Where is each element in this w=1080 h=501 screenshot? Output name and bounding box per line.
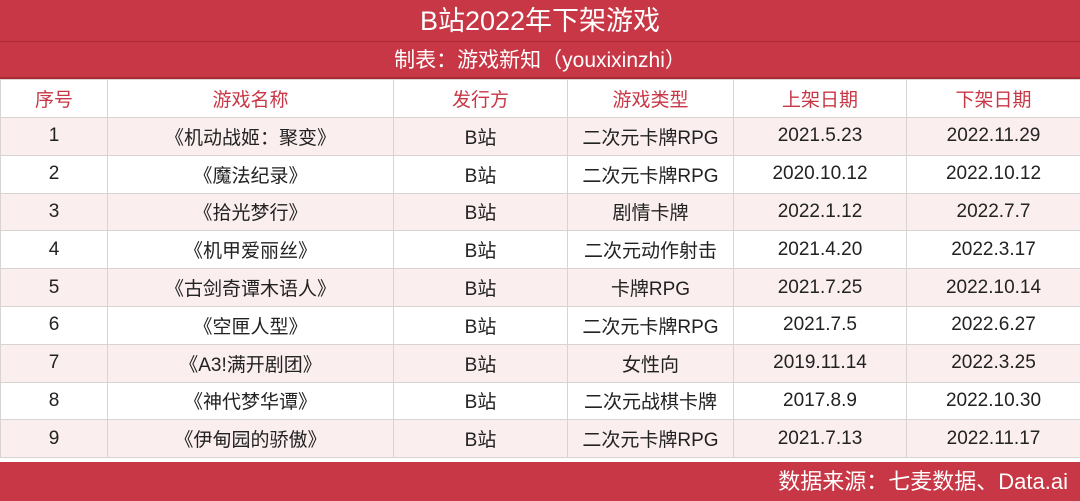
games-table: 序号 游戏名称 发行方 游戏类型 上架日期 下架日期 1 《机动战姬：聚变》 B站 二次元卡牌R… xyxy=(0,79,1080,459)
cell-launch-date: 2021.7.5 xyxy=(733,305,907,345)
cell-launch-date: 2020.10.12 xyxy=(733,154,907,194)
cell-launch-date: 2017.8.9 xyxy=(733,381,907,421)
cell-publisher: B站 xyxy=(393,381,568,421)
cell-launch-date: 2021.4.20 xyxy=(733,230,907,270)
table-row: 4 《机甲爱丽丝》 B站 二次元动作射击 2021.4.20 2022.3.17 xyxy=(0,230,1080,270)
cell-game-name: 《魔法纪录》 xyxy=(107,154,394,194)
cell-publisher: B站 xyxy=(393,305,568,345)
table-row: 2 《魔法纪录》 B站 二次元卡牌RPG 2020.10.12 2022.10.12 xyxy=(0,154,1080,194)
column-header-genre: 游戏类型 xyxy=(567,79,734,118)
cell-removal-date: 2022.7.7 xyxy=(906,192,1080,232)
cell-genre: 剧情卡牌 xyxy=(567,192,734,232)
table-row: 8 《神代梦华谭》 B站 二次元战棋卡牌 2017.8.9 2022.10.30 xyxy=(0,381,1080,421)
cell-removal-date: 2022.6.27 xyxy=(906,305,1080,345)
column-header-publisher: 发行方 xyxy=(393,79,568,118)
table-row: 3 《拾光梦行》 B站 剧情卡牌 2022.1.12 2022.7.7 xyxy=(0,192,1080,232)
cell-game-name: 《伊甸园的骄傲》 xyxy=(107,419,394,459)
cell-publisher: B站 xyxy=(393,230,568,270)
table-row: 9 《伊甸园的骄傲》 B站 二次元卡牌RPG 2021.7.13 2022.11.17 xyxy=(0,419,1080,459)
cell-genre: 二次元战棋卡牌 xyxy=(567,381,734,421)
cell-removal-date: 2022.10.30 xyxy=(906,381,1080,421)
cell-index: 8 xyxy=(0,381,108,421)
cell-index: 9 xyxy=(0,419,108,459)
cell-removal-date: 2022.10.14 xyxy=(906,268,1080,307)
cell-game-name: 《A3!满开剧团》 xyxy=(107,343,394,383)
cell-publisher: B站 xyxy=(393,117,568,156)
cell-game-name: 《空匣人型》 xyxy=(107,305,394,345)
cell-game-name: 《机动战姬：聚变》 xyxy=(107,117,394,156)
cell-genre: 女性向 xyxy=(567,343,734,383)
cell-genre: 二次元卡牌RPG xyxy=(567,419,734,459)
cell-genre: 卡牌RPG xyxy=(567,268,734,307)
cell-index: 3 xyxy=(0,192,108,232)
table-row: 5 《古剑奇谭木语人》 B站 卡牌RPG 2021.7.25 2022.10.14 xyxy=(0,268,1080,307)
cell-publisher: B站 xyxy=(393,343,568,383)
cell-removal-date: 2022.11.29 xyxy=(906,117,1080,156)
cell-game-name: 《古剑奇谭木语人》 xyxy=(107,268,394,307)
source-footer: 数据来源：七麦数据、Data.ai xyxy=(0,462,1080,501)
cell-index: 1 xyxy=(0,117,108,156)
cell-genre: 二次元卡牌RPG xyxy=(567,305,734,345)
table-row: 7 《A3!满开剧团》 B站 女性向 2019.11.14 2022.3.25 xyxy=(0,343,1080,383)
cell-publisher: B站 xyxy=(393,419,568,459)
page-title: B站2022年下架游戏 xyxy=(0,0,1080,42)
cell-publisher: B站 xyxy=(393,268,568,307)
column-header-launch-date: 上架日期 xyxy=(733,79,907,118)
column-header-index: 序号 xyxy=(0,79,108,118)
column-header-removal-date: 下架日期 xyxy=(906,79,1080,118)
cell-index: 4 xyxy=(0,230,108,270)
cell-genre: 二次元卡牌RPG xyxy=(567,117,734,156)
cell-publisher: B站 xyxy=(393,154,568,194)
subtitle: 制表：游戏新知（youxixinzhi） xyxy=(0,42,1080,79)
cell-removal-date: 2022.3.17 xyxy=(906,230,1080,270)
table-row: 1 《机动战姬：聚变》 B站 二次元卡牌RPG 2021.5.23 2022.11.29 xyxy=(0,117,1080,156)
cell-launch-date: 2019.11.14 xyxy=(733,343,907,383)
cell-genre: 二次元动作射击 xyxy=(567,230,734,270)
cell-index: 5 xyxy=(0,268,108,307)
cell-index: 2 xyxy=(0,154,108,194)
cell-index: 7 xyxy=(0,343,108,383)
cell-launch-date: 2021.7.25 xyxy=(733,268,907,307)
cell-game-name: 《拾光梦行》 xyxy=(107,192,394,232)
cell-removal-date: 2022.3.25 xyxy=(906,343,1080,383)
cell-game-name: 《神代梦华谭》 xyxy=(107,381,394,421)
cell-index: 6 xyxy=(0,305,108,345)
column-header-game-name: 游戏名称 xyxy=(107,79,394,118)
cell-publisher: B站 xyxy=(393,192,568,232)
header-row: 序号 游戏名称 发行方 游戏类型 上架日期 下架日期 xyxy=(0,79,1080,118)
cell-launch-date: 2022.1.12 xyxy=(733,192,907,232)
cell-game-name: 《机甲爱丽丝》 xyxy=(107,230,394,270)
cell-launch-date: 2021.7.13 xyxy=(733,419,907,459)
cell-genre: 二次元卡牌RPG xyxy=(567,154,734,194)
cell-removal-date: 2022.11.17 xyxy=(906,419,1080,459)
table-row: 6 《空匣人型》 B站 二次元卡牌RPG 2021.7.5 2022.6.27 xyxy=(0,305,1080,345)
cell-launch-date: 2021.5.23 xyxy=(733,117,907,156)
cell-removal-date: 2022.10.12 xyxy=(906,154,1080,194)
